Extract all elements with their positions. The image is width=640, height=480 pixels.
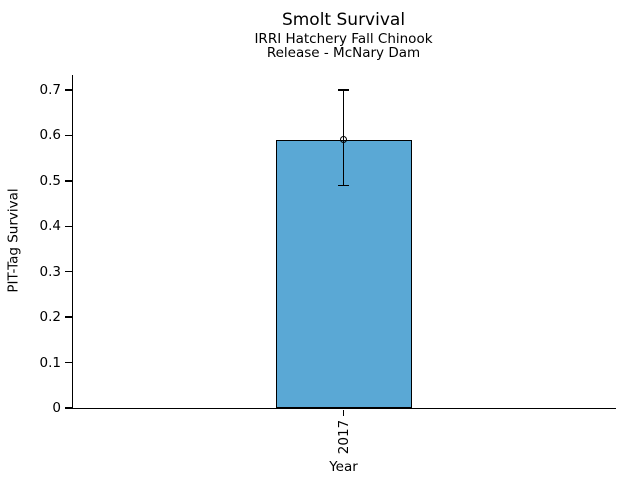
- y-tick-mark: [65, 270, 72, 273]
- error-bar-cap-bottom: [338, 184, 349, 187]
- y-tick-label: 0.1: [39, 354, 61, 371]
- y-tick-label: 0.4: [39, 218, 61, 235]
- y-tick-mark: [65, 134, 72, 137]
- y-tick-mark: [65, 180, 72, 182]
- plot-area: [72, 75, 616, 409]
- y-tick-mark: [65, 225, 72, 228]
- x-tick-mark: [342, 409, 345, 416]
- x-axis-label: Year: [329, 459, 358, 475]
- y-tick-label: 0.5: [39, 172, 61, 189]
- x-tick-label-2017: 2017: [335, 419, 352, 455]
- y-tick-label: 0.7: [39, 81, 61, 98]
- data-point-marker: [340, 136, 347, 144]
- y-axis-label: PIT-Tag Survival: [5, 188, 22, 293]
- y-tick-mark: [65, 89, 72, 91]
- chart-title: Smolt Survival: [281, 10, 406, 30]
- y-tick-label: 0.3: [39, 263, 61, 280]
- y-tick-label: 0: [52, 400, 61, 416]
- chart-subtitle-line2: Release - McNary Dam: [266, 45, 421, 61]
- y-tick-mark: [65, 407, 72, 409]
- error-bar-cap-top: [338, 89, 349, 91]
- chart-subtitle-line1: IRRI Hatchery Fall Chinook: [254, 31, 433, 47]
- y-tick-mark: [65, 316, 72, 318]
- y-tick-label: 0.6: [39, 127, 61, 144]
- y-tick-label: 0.2: [39, 309, 61, 326]
- y-tick-mark: [65, 361, 72, 364]
